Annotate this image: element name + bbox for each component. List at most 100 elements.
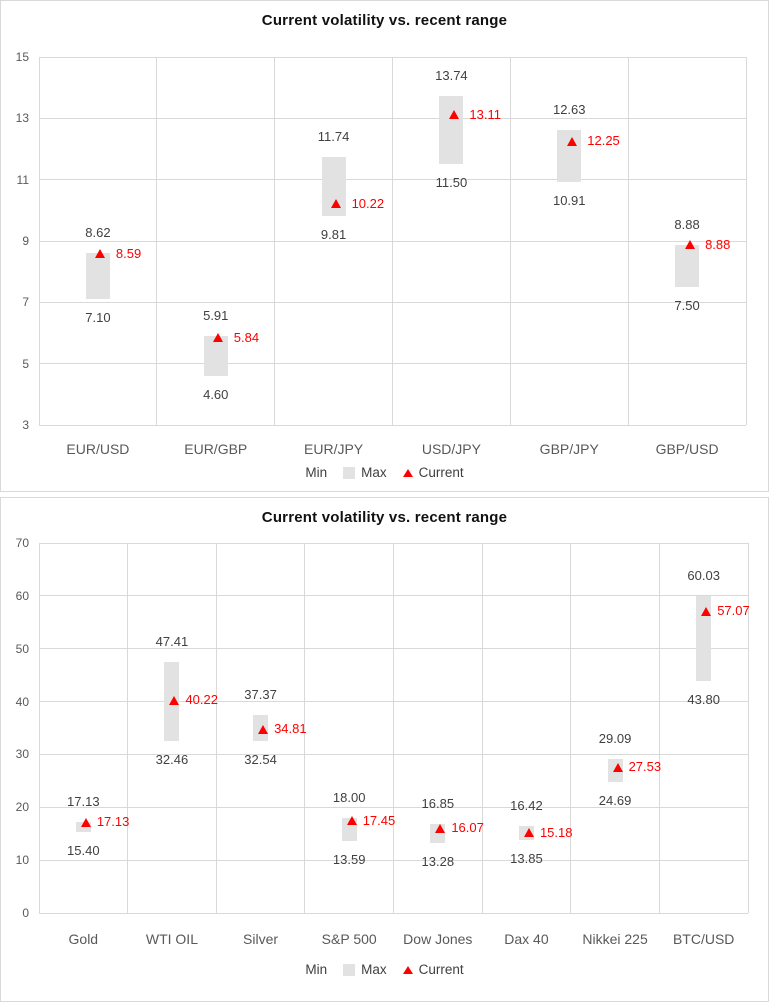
gridline-vertical	[481, 543, 483, 913]
y-axis-tick-label: 11	[16, 172, 29, 187]
category-label: S&P 500	[321, 931, 377, 947]
max-value-label: 8.62	[85, 224, 111, 240]
category-label: Gold	[68, 931, 99, 947]
current-marker-triangle-icon	[346, 816, 357, 826]
max-value-label: 12.63	[552, 101, 586, 117]
current-value-label: 16.07	[451, 820, 484, 836]
y-axis-tick-label: 70	[15, 536, 29, 550]
current-value-label: 17.13	[96, 814, 130, 830]
max-value-label: 37.37	[244, 687, 277, 703]
min-value-label: 24.69	[598, 793, 632, 809]
gridline-vertical	[127, 543, 129, 913]
chart-fx-volatility: Current volatility vs. recent range 8.62…	[0, 0, 769, 492]
chart-legend: Min Max Current	[1, 962, 768, 977]
max-value-label: 18.00	[332, 789, 366, 805]
max-value-label: 13.74	[435, 67, 468, 83]
gridline-horizontal	[39, 912, 748, 914]
current-marker-triangle-icon	[95, 249, 106, 259]
legend-item-min: Min	[305, 465, 327, 480]
min-value-label: 13.85	[510, 850, 543, 866]
gridline-vertical	[393, 543, 394, 913]
chart-title: Current volatility vs. recent range	[261, 12, 508, 29]
plot-area: 17.13 15.40 17.13 47.41 32.46 40.22 37.37 32.54…	[38, 542, 750, 914]
max-value-label: 60.03	[687, 567, 720, 583]
plot-area: 8.62 7.10 8.59 5.91 4.60 5.84 11.74 9.81 10.22 13…	[38, 56, 747, 426]
range-bar	[696, 595, 712, 682]
current-marker-triangle-icon	[612, 762, 623, 772]
current-value-label: 15.18	[539, 824, 573, 840]
max-value-label: 16.85	[421, 795, 455, 811]
current-marker-triangle-icon	[701, 606, 712, 616]
gridline-vertical	[215, 543, 217, 913]
y-axis-tick-label: 20	[15, 800, 29, 815]
category-label: Dow Jones	[403, 931, 473, 947]
legend-item-current: Current	[402, 465, 464, 480]
min-value-label: 13.59	[332, 852, 366, 868]
current-value-label: 27.53	[628, 759, 662, 775]
chart-legend: Min Max Current	[1, 465, 768, 480]
range-bar	[439, 95, 464, 165]
category-label: Silver	[243, 931, 279, 947]
range-bar	[203, 335, 228, 376]
gridline-vertical	[38, 543, 40, 913]
y-axis-tick-label: 5	[22, 356, 29, 371]
legend-item-max: Max	[343, 962, 387, 977]
current-value-label: 12.25	[587, 133, 620, 149]
legend-label: Max	[361, 465, 387, 480]
current-marker-triangle-icon	[566, 136, 577, 146]
min-value-label: 15.40	[67, 842, 100, 858]
gridline-vertical	[627, 57, 629, 425]
max-value-label: 8.88	[674, 216, 700, 232]
min-value-label: 32.54	[244, 752, 277, 767]
category-label: Dax 40	[504, 931, 549, 947]
category-label: EUR/GBP	[184, 441, 248, 457]
category-label: USD/JPY	[421, 441, 481, 457]
range-bar	[675, 244, 700, 287]
y-axis-tick-label: 30	[15, 747, 29, 762]
min-value-label: 7.10	[85, 310, 111, 326]
current-value-label: 57.07	[717, 603, 750, 619]
y-axis-tick-label: 3	[22, 418, 29, 432]
legend-label: Current	[418, 465, 464, 480]
legend-item-min: Min	[305, 962, 327, 977]
legend-label: Min	[305, 465, 328, 480]
current-marker-triangle-icon	[331, 199, 342, 209]
y-axis-tick-label: 60	[15, 588, 29, 603]
y-axis-tick-label: 40	[15, 694, 29, 709]
y-axis-tick-label: 50	[15, 641, 29, 656]
category-label: EUR/JPY	[304, 441, 364, 457]
legend-item-current: Current	[402, 962, 464, 977]
min-value-label: 32.46	[155, 752, 189, 768]
range-bar	[75, 822, 91, 832]
min-value-label: 43.80	[687, 692, 720, 708]
max-value-label: 47.41	[155, 634, 189, 650]
max-value-label: 16.42	[510, 798, 543, 814]
max-value-label: 17.13	[67, 794, 100, 810]
current-marker-triangle-icon	[523, 828, 534, 838]
current-value-label: 13.11	[469, 106, 501, 122]
min-value-label: 10.91	[552, 193, 586, 209]
current-marker-triangle-icon	[80, 817, 91, 827]
legend-label: Min	[305, 962, 328, 977]
category-label: EUR/USD	[66, 441, 130, 457]
gridline-vertical	[156, 57, 158, 425]
gridline-vertical	[38, 57, 40, 425]
current-marker-triangle-icon	[684, 240, 695, 250]
min-value-label: 4.60	[203, 386, 229, 402]
gridline-vertical	[392, 57, 393, 425]
min-value-label: 9.81	[320, 227, 347, 243]
current-value-label: 34.81	[274, 721, 307, 736]
y-axis-tick-label: 7	[22, 295, 29, 310]
gridline-vertical	[274, 57, 276, 425]
legend-item-max: Max	[343, 465, 387, 480]
current-value-label: 17.45	[362, 812, 396, 828]
current-marker-triangle-icon	[448, 110, 459, 120]
current-value-label: 10.22	[351, 195, 385, 211]
y-axis-tick-label: 10	[15, 853, 29, 868]
max-value-label: 5.91	[203, 307, 229, 323]
gridline-horizontal	[39, 424, 746, 426]
chart-assets-volatility: Current volatility vs. recent range 17.1…	[0, 497, 769, 1002]
current-marker-triangle-icon	[435, 823, 446, 833]
legend-max-swatch-icon	[343, 963, 356, 976]
chart-title: Current volatility vs. recent range	[261, 509, 508, 526]
